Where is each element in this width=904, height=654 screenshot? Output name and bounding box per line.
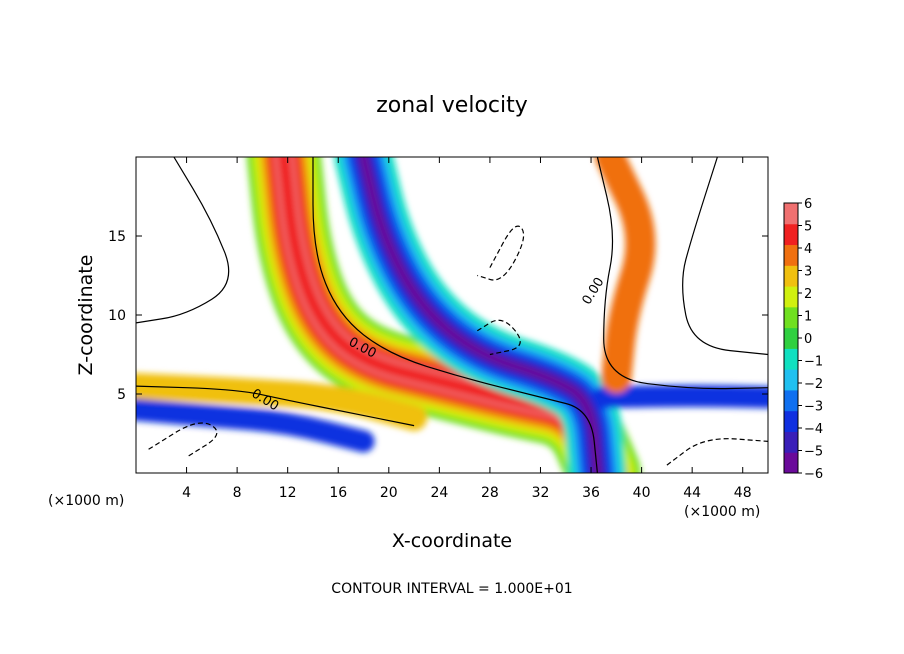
colorbar-swatch [784, 286, 798, 308]
colorbar: 6 5 4 3 2 1 0 −1 −2 −3 −4 −5 −6 [783, 197, 823, 482]
colorbar-tick-label: 4 [804, 242, 812, 257]
colorbar-tick-label: −4 [804, 422, 823, 437]
colorbar-swatch [784, 452, 798, 474]
colorbar-swatch [784, 223, 798, 246]
contour-interval-note: CONTOUR INTERVAL = 1.000E+01 [331, 581, 572, 597]
colorbar-swatch [784, 203, 798, 225]
x-tick-label: 20 [380, 485, 398, 501]
x-axis-label: X-coordinate [392, 530, 512, 552]
thin-contour [136, 157, 230, 324]
colorbar-swatch [784, 327, 798, 349]
zero-contour [596, 157, 768, 390]
colorbar-swatch [784, 306, 798, 329]
negative-contour [476, 319, 521, 356]
positive-band [595, 157, 656, 394]
x-tick-label: 16 [329, 485, 347, 501]
negative-contour [148, 422, 218, 458]
colorbar-tick-label: 6 [804, 197, 812, 212]
plot-field [136, 157, 768, 473]
negative-band [136, 398, 375, 453]
colorbar-tick-label: 1 [804, 310, 812, 325]
colorbar-swatch [784, 348, 798, 370]
colorbar-swatch [784, 244, 798, 266]
negative-band [359, 157, 602, 473]
colorbar-tick-label: 3 [804, 265, 812, 280]
colorbar-swatch [784, 369, 798, 391]
x-tick-label: 4 [182, 485, 191, 501]
colorbar-tick-label: 0 [804, 332, 812, 347]
colorbar-tick-label: 2 [804, 287, 812, 302]
colorbar-tick-label: 5 [804, 220, 812, 235]
colorbar-tick-label: −2 [804, 377, 823, 392]
x-tick-label: 32 [532, 485, 550, 501]
chart-title: zonal velocity [376, 93, 528, 118]
colorbar-tick-label: −1 [804, 355, 823, 370]
colorbar-swatch [784, 410, 798, 432]
y-axis-label: Z-coordinate [75, 255, 97, 376]
x-tick-label: 40 [633, 485, 651, 501]
negative-contour [477, 225, 525, 281]
y-axis-ticks: 5 10 15 [108, 229, 768, 403]
colorbar-swatch [784, 389, 798, 412]
x-tick-label: 28 [481, 485, 499, 501]
colorbar-swatch [784, 431, 798, 453]
negative-contour [666, 438, 768, 466]
y-tick-label: 10 [108, 308, 126, 324]
zero-contour [136, 385, 415, 427]
x-unit-right: (×1000 m) [684, 504, 760, 520]
x-tick-label: 8 [233, 485, 242, 501]
contour-lines [136, 157, 768, 473]
field-bands [136, 157, 768, 473]
thin-contour [682, 157, 768, 356]
y-tick-label: 5 [117, 387, 126, 403]
x-tick-label: 48 [734, 485, 752, 501]
x-tick-label: 44 [683, 485, 701, 501]
x-tick-label: 36 [582, 485, 600, 501]
y-tick-label: 15 [108, 229, 126, 245]
colorbar-tick-label: −6 [804, 467, 823, 482]
x-axis-ticks: 4 8 12 16 20 24 28 32 36 40 44 48 [182, 157, 752, 501]
x-tick-label: 24 [430, 485, 448, 501]
contour-label: 0.00 [580, 275, 608, 308]
zero-contour [312, 157, 598, 473]
x-unit-left: (×1000 m) [48, 493, 124, 509]
negative-band [592, 385, 768, 409]
colorbar-swatch [784, 265, 798, 287]
colorbar-tick-label: −5 [804, 445, 823, 460]
x-tick-label: 12 [279, 485, 297, 501]
colorbar-tick-label: −3 [804, 400, 823, 415]
